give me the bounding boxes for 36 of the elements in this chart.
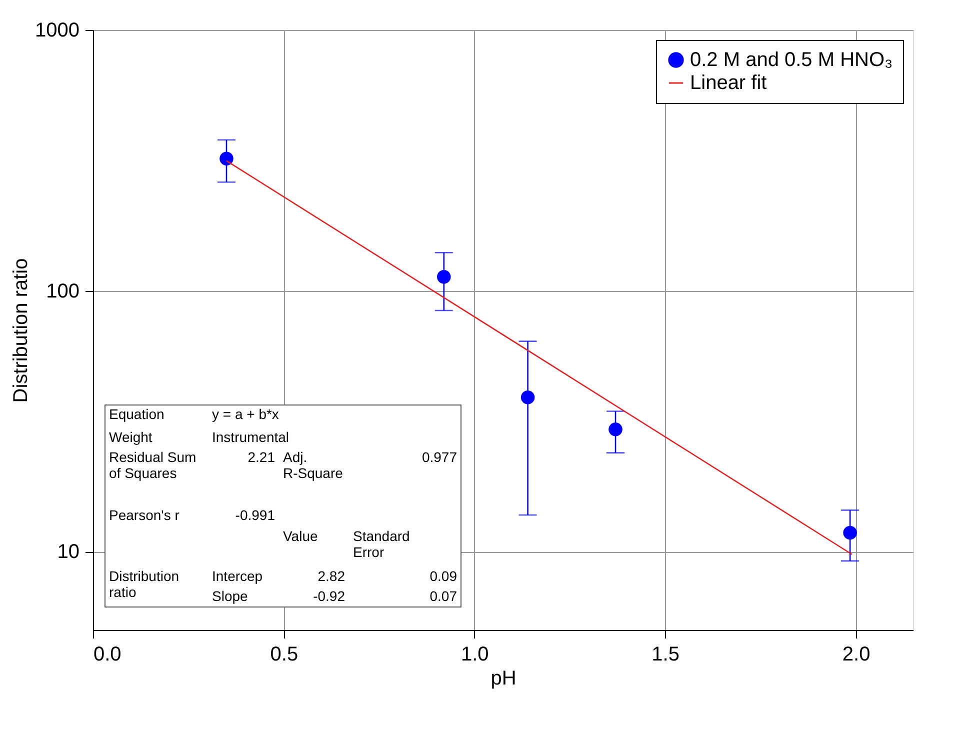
y-tick-label: 100: [46, 280, 80, 302]
x-tick-label: 1.5: [652, 644, 680, 666]
point: [843, 526, 857, 540]
annotation: -0.92: [313, 588, 346, 604]
annotation: Standard Error: [353, 528, 410, 560]
point: [436, 270, 451, 284]
annotation: 0.07: [430, 588, 458, 604]
annotation: 2.21: [248, 449, 276, 465]
annotation: Instrumental: [212, 429, 290, 445]
x-tick-label: 1.0: [460, 644, 489, 666]
x-tick-label: 0.5: [270, 644, 298, 666]
annotation: 0.09: [430, 568, 458, 584]
legend-label: 0.2 M and 0.5 M HNO₃: [690, 49, 893, 71]
point: [220, 152, 234, 166]
point: [520, 390, 535, 404]
x-tick-label: 2.0: [842, 644, 870, 666]
annotation: Pearson's r: [109, 507, 180, 523]
annotation: Residual Sum of Squares: [109, 449, 196, 481]
annotation: y = a + b*x: [212, 406, 279, 422]
annotation: Intercep: [212, 568, 263, 584]
annotation: Value: [283, 528, 318, 544]
annotation: Equation: [109, 406, 164, 422]
annotation: Adj. R-Square: [283, 449, 344, 481]
annotation: Weight: [109, 429, 152, 445]
annotation: 0.977: [422, 449, 458, 465]
y-tick-label: 1000: [35, 20, 80, 42]
x-axis-title: pH: [490, 668, 516, 690]
annotation: 2.82: [318, 568, 346, 584]
annotation: Slope: [212, 588, 248, 604]
y-axis-title: Distribution ratio: [10, 258, 32, 403]
y-tick-label: 10: [57, 541, 80, 564]
annotation: -0.991: [235, 507, 276, 523]
x-tick-label: 0.0: [94, 644, 122, 666]
annotation: Distribution ratio: [109, 568, 180, 600]
legend-label: Linear fit: [690, 72, 768, 94]
point: [608, 422, 622, 436]
